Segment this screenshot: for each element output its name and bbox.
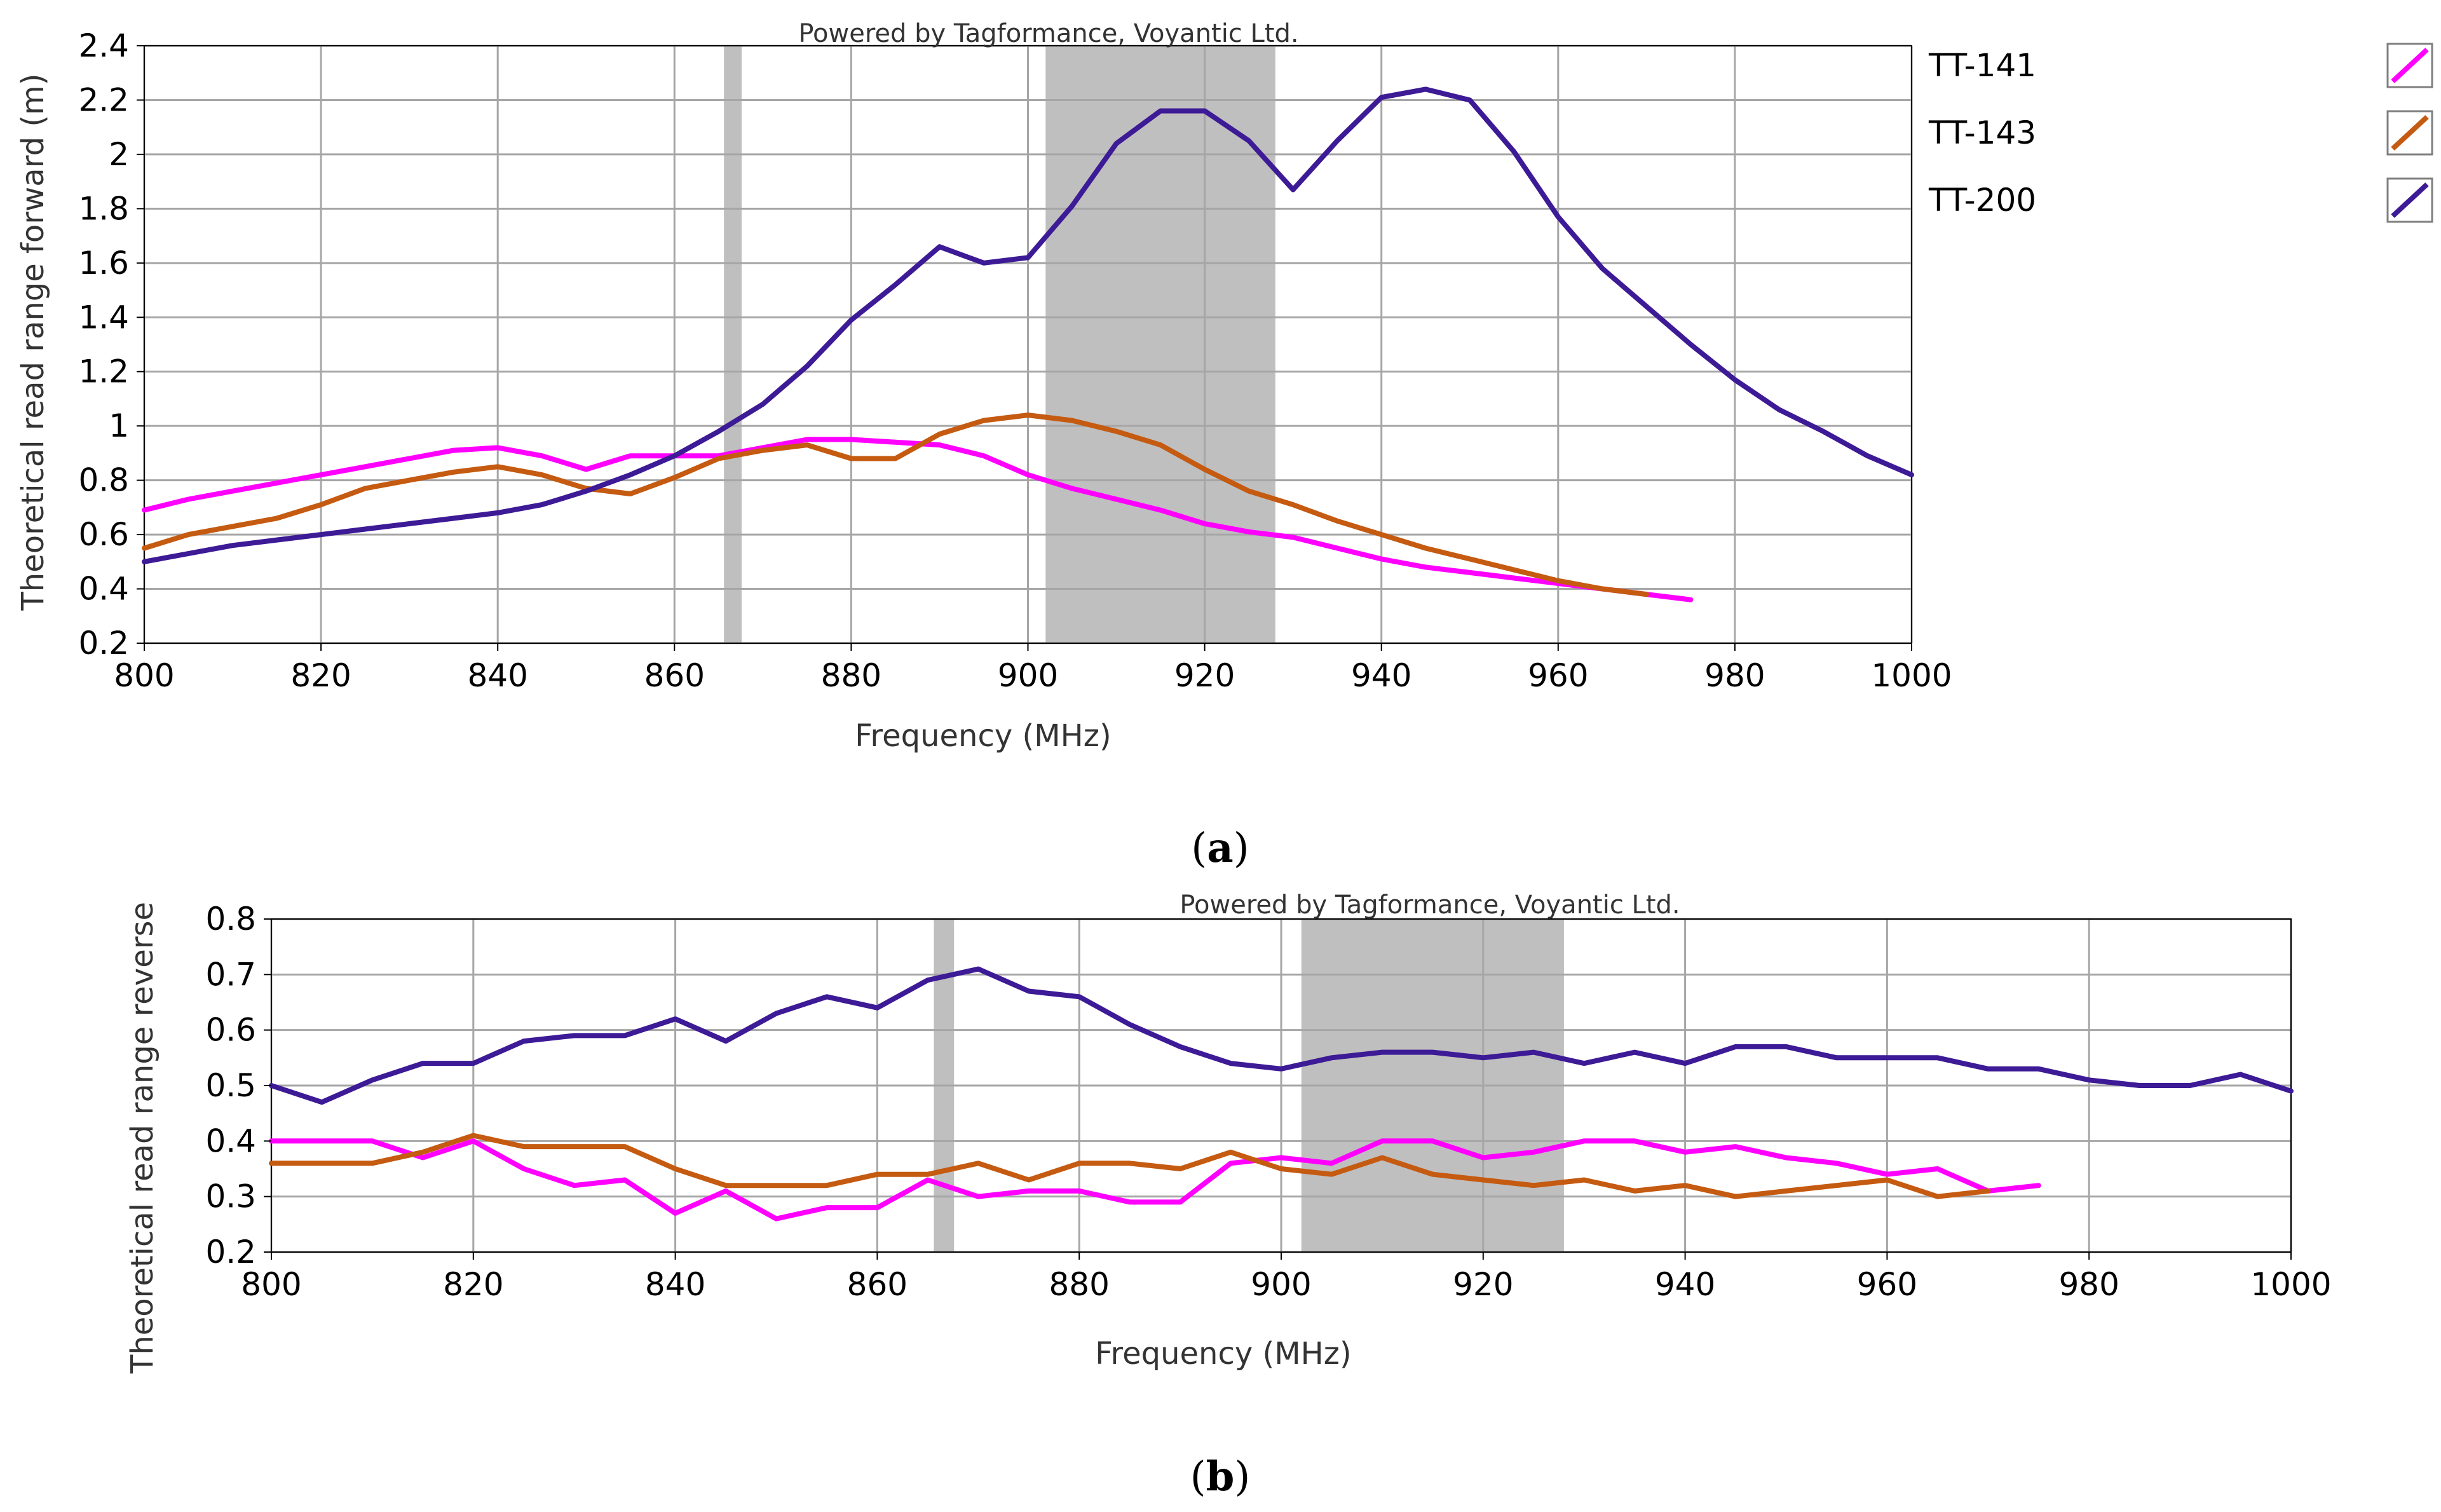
x-tick-labels: 800 820 840 860 880 900 920 940 960 980 1000 [114,643,1952,694]
y-tick-label: 1.4 [78,299,129,336]
x-tick-label: 1000 [2250,1266,2331,1303]
x-tick-label: 940 [1351,657,1411,694]
legend-label-tt-200: TT-200 [1928,182,2036,219]
x-tick-label: 960 [1857,1266,1917,1303]
legend-label-tt-143: TT-143 [1928,114,2036,151]
caption-a: (a) [1191,824,1249,872]
y-tick-label: 0.2 [78,625,129,662]
x-tick-label: 820 [443,1266,503,1303]
series-line-tt-143 [142,412,1649,597]
x-tick-label: 920 [1453,1266,1513,1303]
chart-panel-a: 800 820 840 860 880 900 920 940 960 980 1000 0.20.… [15,19,2433,872]
y-tick-label: 0.8 [78,462,129,499]
y-axis-title: Theoretical read range reverse [125,902,160,1374]
legend-swatch-tt-200 [2391,182,2429,218]
x-tick-label: 900 [1251,1266,1311,1303]
y-tick-label: 1.6 [78,245,129,282]
x-tick-label: 860 [847,1266,908,1303]
y-axis-title: Theoretical read range forward (m) [15,73,51,611]
x-tick-label: 960 [1528,657,1588,694]
y-tick-label: 1 [109,407,129,444]
legend-swatch-tt-143 [2391,115,2429,151]
series-layer [269,966,2294,1222]
y-tick-label: 0.3 [205,1178,256,1215]
caption-b-letter: b [1206,1453,1235,1501]
x-tick-label: 800 [241,1266,301,1303]
x-tick-label: 920 [1174,657,1235,694]
y-tick-label: 0.4 [78,571,129,608]
x-tick-label: 880 [821,657,881,694]
x-tick-label: 800 [114,657,174,694]
shaded-bands [724,46,1275,643]
series-layer [142,86,1914,603]
y-tick-label: 1.8 [78,190,129,227]
x-tick-label: 820 [290,657,351,694]
x-tick-label: 980 [2058,1266,2119,1303]
series-line-tt-141 [269,1138,2041,1222]
y-tick-label: 0.5 [205,1067,256,1104]
y-tick-label: 2.2 [78,81,129,118]
y-tick-label: 0.2 [205,1234,256,1270]
chart-panel-b: 800 820 840 860 880 900 920 940 960 980 1000 0.20.… [125,890,2332,1501]
y-tick-labels: 0.2 0.3 0.4 0.5 0.6 0.7 0.8 [205,901,271,1270]
series-line-tt-200 [269,966,2294,1105]
x-tick-label: 1000 [1871,657,1952,694]
y-tick-labels: 0.2 0.4 0.6 0.8 1 1.2 1.4 1.6 1.8 2 2.2 2.4 [78,27,144,662]
series-line-tt-143 [269,1133,1991,1199]
x-tick-label: 940 [1655,1266,1715,1303]
watermark: Powered by Tagformance, Voyantic Ltd. [798,19,1298,48]
shaded-band-0 [724,46,742,643]
y-tick-label: 2.4 [78,27,129,64]
watermark: Powered by Tagformance, Voyantic Ltd. [1180,890,1680,920]
x-axis-title: Frequency (MHz) [1095,1336,1351,1372]
x-tick-labels: 800 820 840 860 880 900 920 940 960 980 1000 [241,1252,2332,1303]
x-tick-label: 980 [1704,657,1765,694]
y-tick-label: 0.4 [205,1122,256,1159]
y-tick-label: 1.2 [78,353,129,390]
caption-a-letter: a [1207,824,1233,872]
x-tick-label: 900 [998,657,1058,694]
x-tick-label: 880 [1049,1266,1109,1303]
y-tick-label: 0.6 [78,516,129,553]
x-tick-label: 860 [644,657,705,694]
series-line-tt-200 [142,86,1914,564]
legend-label-tt-141: TT-141 [1928,47,2036,84]
y-tick-label: 2 [109,136,129,173]
legend-swatch-tt-141 [2391,48,2429,83]
x-axis-title: Frequency (MHz) [855,718,1111,754]
y-tick-label: 0.6 [205,1012,256,1049]
legend: TT-141 TT-143 TT-200 [1928,43,2433,223]
shaded-band-1 [1045,46,1275,643]
caption-b: (b) [1190,1453,1251,1501]
y-tick-label: 0.7 [205,956,256,993]
x-tick-label: 840 [645,1266,705,1303]
y-tick-label: 0.8 [205,901,256,937]
x-tick-label: 840 [467,657,527,694]
